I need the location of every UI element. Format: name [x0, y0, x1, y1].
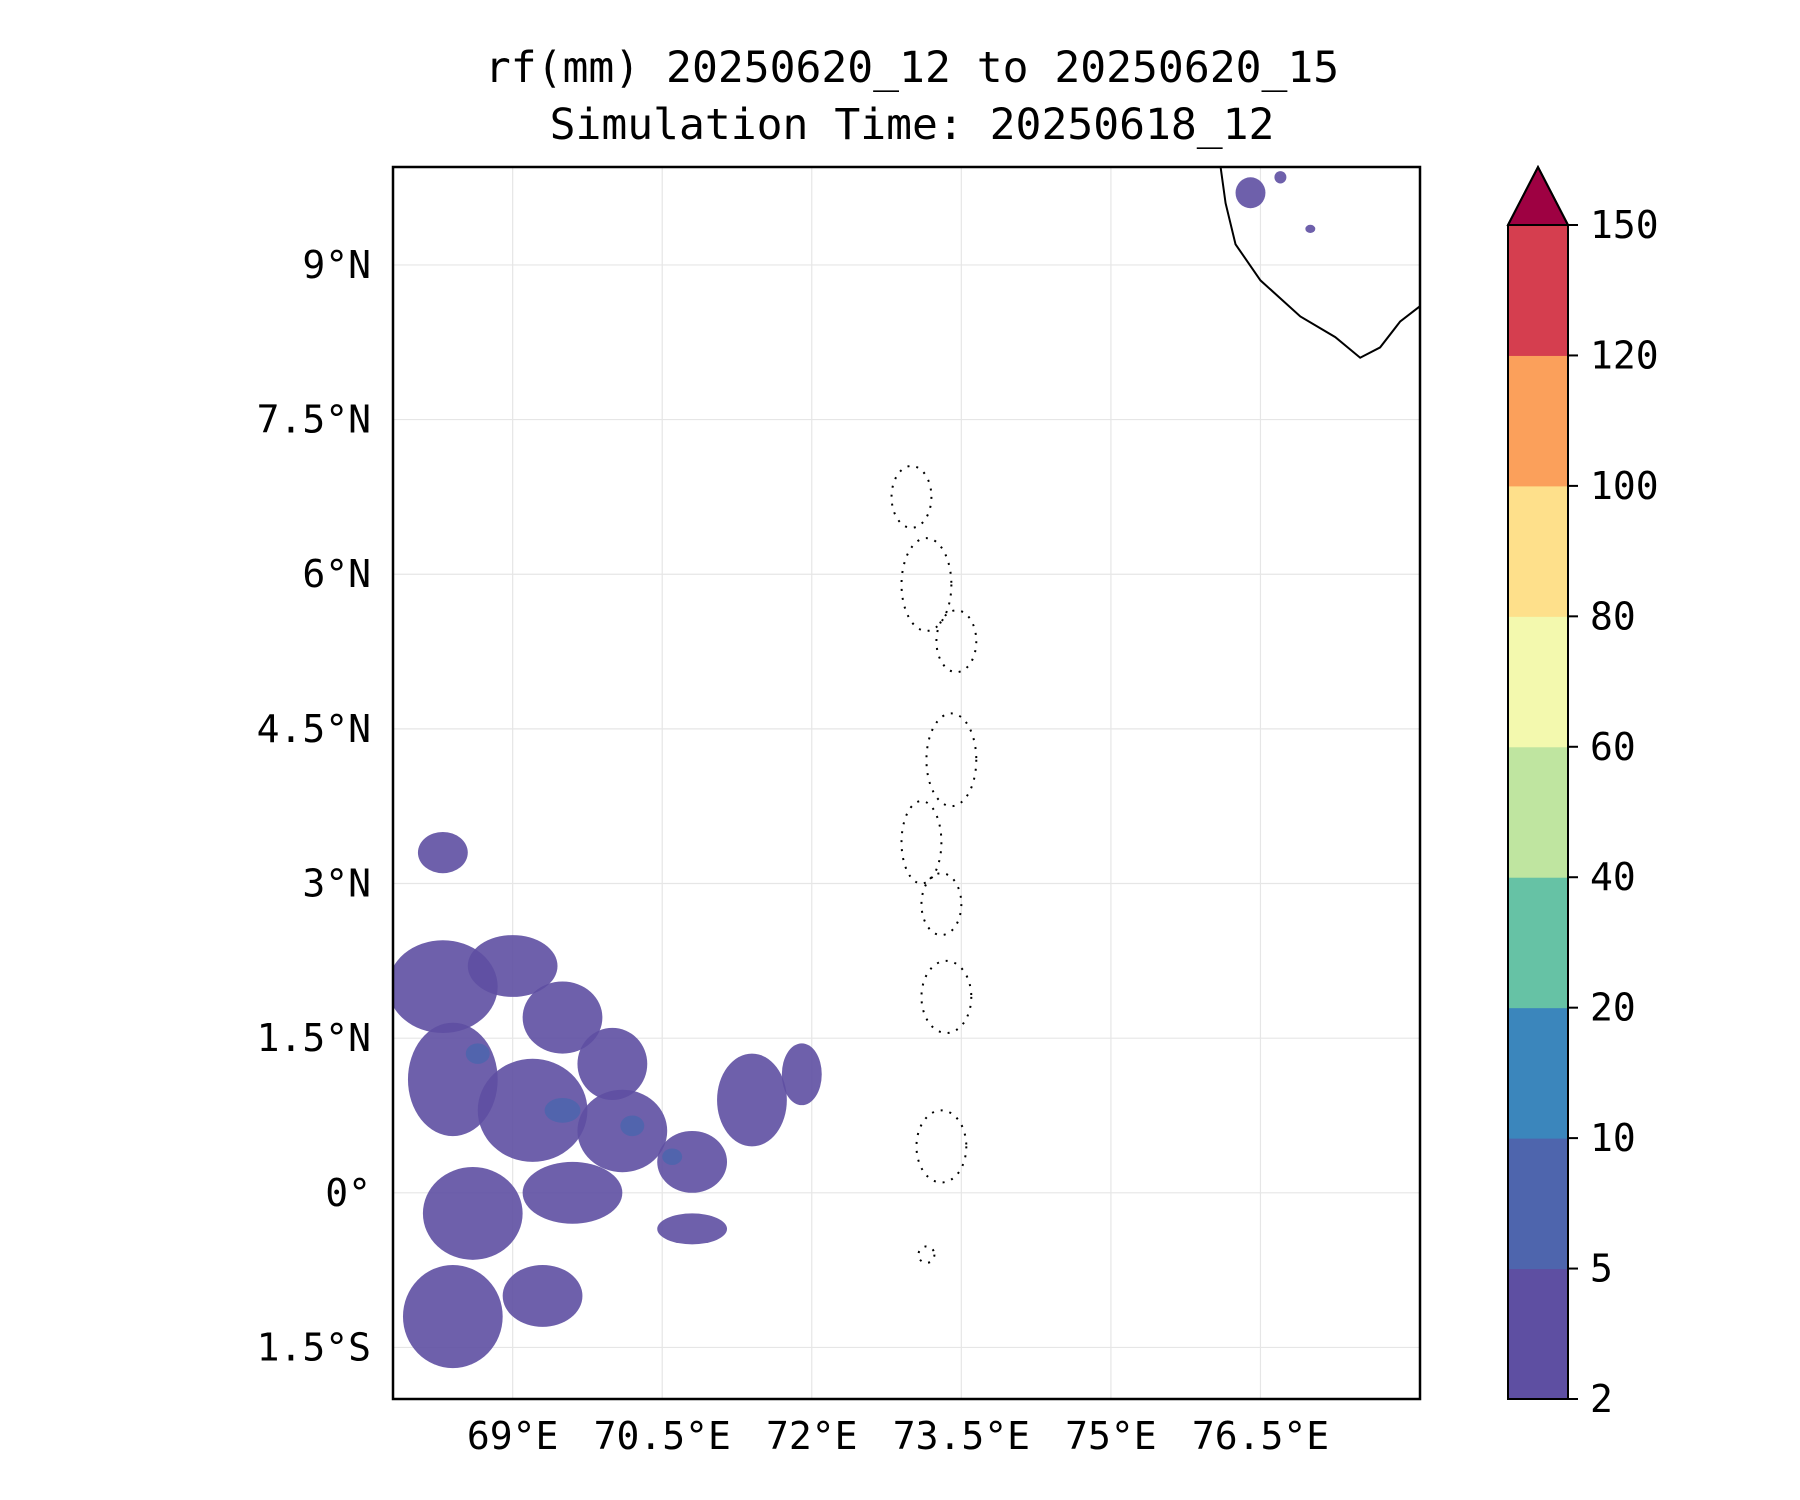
lat-tick-label: 7.5°N	[257, 398, 371, 442]
lon-tick-label: 70.5°E	[594, 1414, 731, 1458]
colorbar-segment	[1508, 225, 1568, 356]
colorbar: 2 5 10 20 40 60 80 100 120 150	[1506, 164, 1659, 1421]
rain-cell	[1305, 224, 1316, 233]
maldives-atoll	[935, 609, 978, 674]
colorbar-tick-label: 150	[1590, 203, 1659, 247]
rain-cell	[402, 1264, 503, 1369]
maldives-atoll	[900, 537, 953, 632]
maldives-atoll	[920, 959, 973, 1035]
lon-tick-label: 75°E	[1065, 1414, 1157, 1458]
colorbar-segment	[1508, 1138, 1568, 1270]
plot-title-line2: Simulation Time: 20250618_12	[549, 100, 1275, 150]
maldives-atoll	[900, 800, 943, 885]
colorbar-tick-label: 20	[1590, 986, 1636, 1030]
colorbar-extend-arrow	[1506, 164, 1570, 226]
rain-cell	[1235, 177, 1266, 209]
india-coastline	[1219, 167, 1420, 359]
colorbar-segment	[1508, 485, 1568, 617]
colorbar-tick-label: 40	[1590, 855, 1636, 899]
colorbar-segment	[1508, 877, 1568, 1009]
rain-cell	[577, 1027, 648, 1101]
lat-tick-label: 1.5°S	[257, 1325, 371, 1369]
lon-tick-label: 69°E	[467, 1414, 559, 1458]
lat-tick-labels: 9°N 7.5°N 6°N 4.5°N 3°N 1.5°N 0° 1.5°S	[257, 243, 371, 1370]
rain-cell	[1274, 171, 1287, 184]
colorbar-segment	[1508, 746, 1568, 878]
rain-cell	[465, 1043, 490, 1064]
rain-cell	[467, 935, 558, 997]
rain-cell	[422, 1167, 523, 1260]
maldives-atoll	[920, 872, 963, 937]
rain-cell	[781, 1043, 822, 1106]
lat-tick-label: 0°	[325, 1171, 371, 1215]
colorbar-segment	[1508, 355, 1568, 487]
lon-tick-label: 72°E	[766, 1414, 858, 1458]
lon-tick-label: 76.5°E	[1192, 1414, 1329, 1458]
maldives-atoll	[917, 1245, 936, 1264]
colorbar-tick-label: 2	[1590, 1377, 1613, 1421]
rain-cell	[657, 1130, 728, 1193]
rainfall-contours	[393, 171, 1316, 1369]
colorbar-segment	[1508, 1007, 1568, 1139]
map-frame	[391, 165, 1422, 1401]
maldives-atoll	[925, 712, 978, 808]
plot-title-line1: rf(mm) 20250620_12 to 20250620_15	[484, 43, 1340, 93]
colorbar-tick-label: 80	[1590, 594, 1636, 638]
rain-cell	[662, 1148, 683, 1165]
lon-tick-labels: 69°E 70.5°E 72°E 73.5°E 75°E 76.5°E	[467, 1414, 1329, 1458]
colorbar-segment	[1508, 1268, 1568, 1400]
colorbar-tick-label: 60	[1590, 725, 1636, 769]
lat-tick-label: 4.5°N	[257, 707, 371, 751]
lat-tick-label: 3°N	[302, 862, 371, 906]
lon-tick-label: 73.5°E	[893, 1414, 1030, 1458]
colorbar-outline	[1507, 164, 1569, 1400]
colorbar-segment	[1508, 616, 1568, 748]
colorbar-tick-label: 120	[1590, 333, 1659, 377]
lat-tick-label: 6°N	[302, 552, 371, 596]
colorbar-tick-label: 5	[1590, 1247, 1613, 1291]
rain-cell	[544, 1097, 581, 1123]
rain-cell	[477, 1058, 588, 1162]
coastlines	[890, 167, 1420, 1264]
colorbar-tick-label: 10	[1590, 1116, 1636, 1160]
rain-cell	[717, 1053, 787, 1147]
rain-cell	[417, 831, 468, 874]
maldives-atoll	[890, 464, 933, 529]
lat-tick-label: 9°N	[302, 243, 371, 287]
maldives-atoll	[915, 1109, 968, 1184]
lat-tick-label: 1.5°N	[257, 1016, 371, 1060]
rain-cell	[502, 1264, 583, 1327]
rain-cell	[657, 1213, 728, 1245]
rain-cell	[620, 1115, 645, 1137]
rain-cell	[522, 1161, 623, 1224]
colorbar-tick-label: 100	[1590, 464, 1659, 508]
rain-cell	[522, 981, 603, 1054]
